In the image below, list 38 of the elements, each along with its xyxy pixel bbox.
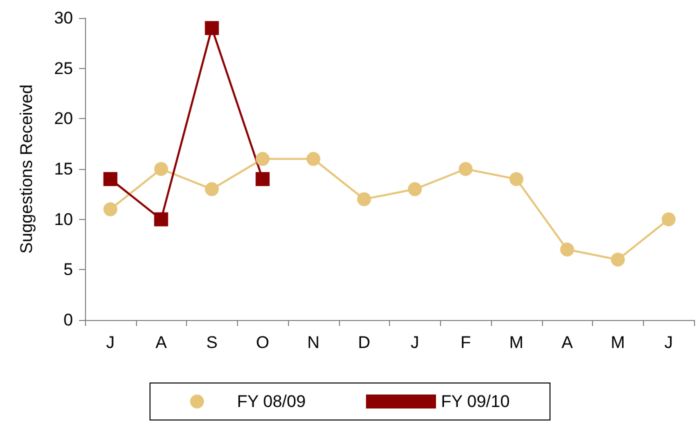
point [408,182,422,196]
x-tick-label: O [256,333,270,352]
x-tick-label: J [664,333,673,352]
point [256,172,270,186]
point [357,192,372,206]
y-tick-label: 10 [54,210,73,229]
point [154,162,168,176]
x-tick-label: S [206,333,218,352]
x-tick-label: M [610,333,625,352]
x-tick-label: J [106,333,115,352]
x-tick-label: A [155,333,168,352]
y-tick-label: 0 [64,310,73,330]
point [204,21,219,36]
y-tick-label: 15 [54,160,73,178]
point [204,182,219,196]
x-tick-label: A [561,333,574,352]
y-tick-label: 5 [64,260,73,280]
point [458,162,473,176]
y-tick-label: 20 [54,109,73,128]
x-tick-label: M [509,333,524,352]
point [509,172,524,186]
point [154,212,168,226]
point [103,172,118,186]
point [103,202,118,216]
x-tick-label: D [358,333,370,352]
point [610,252,625,267]
y-tick-label: 30 [54,8,73,28]
y-axis-title: Suggestions Received [17,84,36,254]
point [662,212,676,226]
point [306,152,320,166]
x-tick-label: N [307,333,320,352]
y-tick-label: 25 [54,58,73,78]
point [256,152,270,166]
legend-label: FY 08/09 [237,392,306,411]
legend-label: FY 09/10 [441,392,510,411]
x-tick-label: J [410,333,420,352]
x-tick-label: F [460,333,471,352]
point [560,242,574,257]
